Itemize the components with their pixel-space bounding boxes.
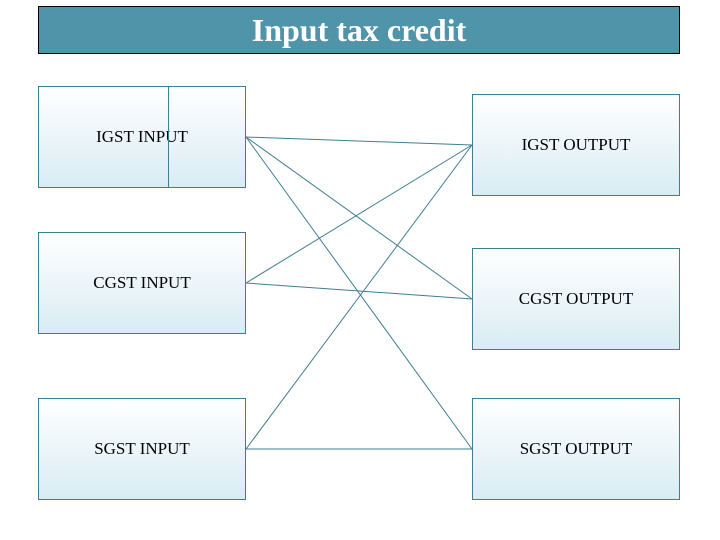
page-title: Input tax credit [38, 6, 680, 54]
node-cgst-input: CGST INPUT [38, 232, 246, 334]
edge-igst_input-to-cgst_output [246, 137, 472, 299]
node-label: IGST INPUT [96, 127, 188, 147]
page-title-text: Input tax credit [252, 12, 467, 49]
edge-sgst_input-to-igst_output [246, 145, 472, 449]
node-divider [168, 87, 169, 187]
node-label: IGST OUTPUT [522, 135, 631, 155]
edge-igst_input-to-sgst_output [246, 137, 472, 449]
edge-igst_input-to-igst_output [246, 137, 472, 145]
node-sgst-input: SGST INPUT [38, 398, 246, 500]
node-cgst-output: CGST OUTPUT [472, 248, 680, 350]
node-igst-input: IGST INPUT [38, 86, 246, 188]
node-sgst-output: SGST OUTPUT [472, 398, 680, 500]
node-label: SGST OUTPUT [520, 439, 633, 459]
node-label: SGST INPUT [94, 439, 190, 459]
node-igst-output: IGST OUTPUT [472, 94, 680, 196]
edge-cgst_input-to-cgst_output [246, 283, 472, 299]
edge-cgst_input-to-igst_output [246, 145, 472, 283]
node-label: CGST INPUT [93, 273, 190, 293]
node-label: CGST OUTPUT [519, 289, 633, 309]
